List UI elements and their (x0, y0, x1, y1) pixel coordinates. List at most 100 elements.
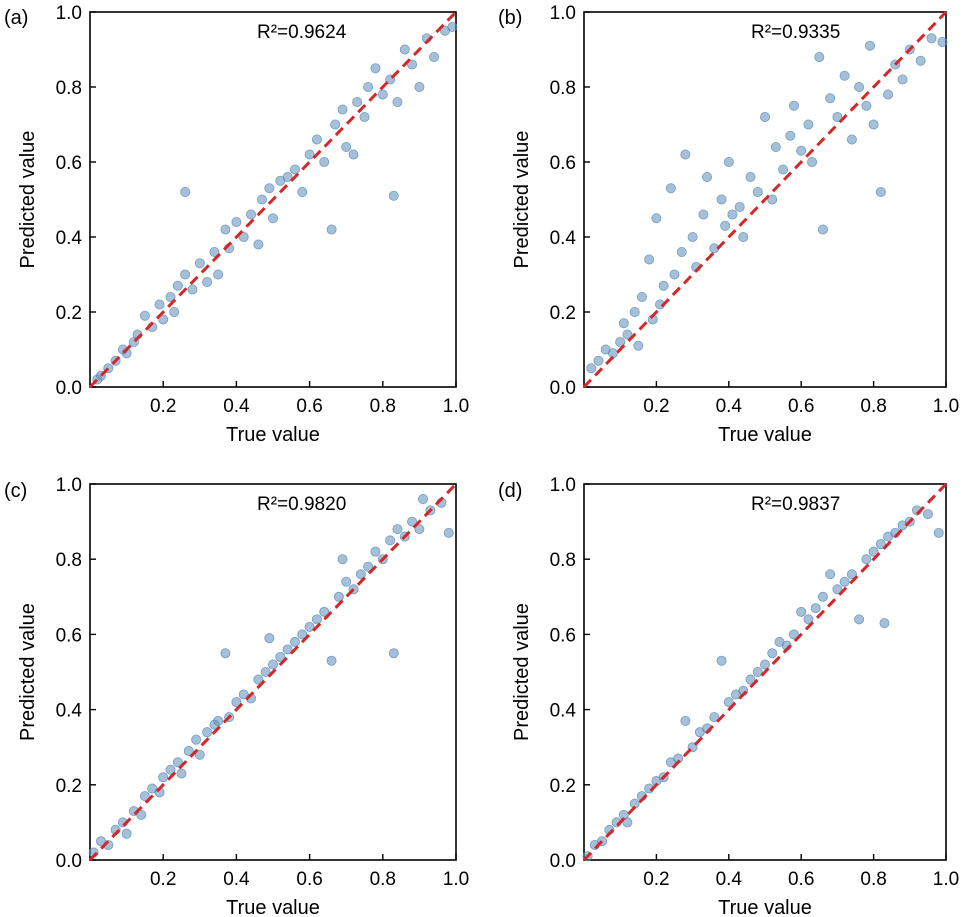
data-point (803, 119, 814, 130)
x-tick-label: 0.4 (716, 396, 743, 417)
data-point (933, 527, 944, 538)
data-point (752, 667, 763, 678)
data-point (363, 561, 374, 572)
data-point (341, 576, 352, 587)
x-tick-label: 1.0 (933, 869, 959, 890)
data-point (716, 655, 727, 666)
data-point (289, 164, 300, 175)
scatter-panel: 0.2 0.4 0.6 0.8 1.0 0.0 0.2 0.4 0.6 0.8 1.0 R²=0.98… (498, 475, 959, 917)
data-point (745, 674, 756, 685)
data-point (363, 82, 374, 93)
data-point (388, 648, 399, 659)
x-tick-label: 1.0 (443, 869, 469, 890)
data-point (443, 527, 454, 538)
data-point (253, 239, 264, 250)
data-point (169, 306, 180, 317)
r2-label: R²=0.9624 (257, 22, 347, 43)
data-point (231, 216, 242, 227)
data-point (915, 55, 926, 66)
data-point (429, 52, 440, 63)
data-point (194, 749, 205, 760)
plot-frame (583, 11, 947, 388)
panel-label: (c) (4, 480, 27, 502)
data-point (868, 546, 879, 557)
reference-line (582, 10, 948, 389)
data-point (220, 224, 231, 235)
x-tick-label: 0.2 (150, 869, 176, 890)
data-point (407, 516, 418, 527)
data-point (788, 100, 799, 111)
data-point (418, 494, 429, 505)
data-point (282, 171, 293, 182)
y-axis-label: Predicted value (17, 603, 39, 741)
data-point (767, 648, 778, 659)
data-point (348, 149, 359, 160)
x-axis-label: True value (718, 424, 812, 446)
data-point (814, 52, 825, 63)
data-point (817, 591, 828, 602)
y-tick-label: 0.2 (550, 303, 576, 324)
scatter-panel: 0.2 0.4 0.6 0.8 1.0 0.0 0.2 0.4 0.6 0.8 1.0 R²=0.93… (498, 3, 959, 446)
data-point (333, 591, 344, 602)
data-point (370, 546, 381, 557)
reference-line (582, 482, 948, 862)
data-point (702, 171, 713, 182)
data-point (326, 655, 337, 666)
data-point (407, 59, 418, 70)
y-tick-label: 1.0 (56, 475, 82, 496)
data-point (392, 97, 403, 108)
x-tick-label: 0.8 (370, 396, 396, 417)
data-point (622, 329, 633, 340)
y-tick-label: 0.8 (550, 550, 576, 571)
data-point (861, 554, 872, 565)
y-axis-label: Predicted value (17, 131, 39, 269)
data-point (644, 254, 655, 265)
data-point (629, 306, 640, 317)
data-point (807, 156, 818, 167)
data-point (825, 93, 836, 104)
y-tick-label: 0.2 (56, 303, 82, 324)
data-point (359, 112, 370, 123)
x-tick-label: 0.4 (223, 396, 250, 417)
data-point (760, 112, 771, 123)
y-tick-label: 0.4 (550, 228, 577, 249)
data-point (213, 269, 224, 280)
data-point (297, 186, 308, 197)
data-point (176, 768, 187, 779)
data-point (158, 772, 169, 783)
x-axis-label: True value (718, 897, 812, 917)
data-point (191, 734, 202, 745)
data-point (319, 156, 330, 167)
data-point (202, 727, 213, 738)
data-point (194, 258, 205, 269)
data-point (399, 44, 410, 55)
y-tick-label: 0.4 (56, 701, 83, 722)
y-tick-label: 0.8 (56, 78, 82, 99)
data-point (633, 340, 644, 351)
y-tick-label: 1.0 (550, 3, 576, 24)
data-point (864, 40, 875, 51)
data-point (846, 134, 857, 145)
data-point (165, 764, 176, 775)
y-tick-label: 0.0 (56, 851, 82, 872)
y-tick-label: 0.6 (56, 625, 82, 646)
data-point (723, 697, 734, 708)
data-point (154, 299, 165, 310)
data-point (282, 644, 293, 655)
plot-frame (89, 483, 457, 861)
plot-frame (89, 11, 457, 388)
data-point (846, 569, 857, 580)
panel-label: (a) (4, 7, 28, 29)
data-point (311, 614, 322, 625)
data-point (231, 697, 242, 708)
panel-label: (b) (498, 7, 522, 29)
x-tick-label: 0.6 (296, 869, 322, 890)
data-point (289, 636, 300, 647)
y-tick-label: 0.6 (550, 625, 576, 646)
data-point (839, 576, 850, 587)
data-point (665, 183, 676, 194)
data-point (716, 194, 727, 205)
y-tick-label: 1.0 (56, 3, 82, 24)
x-tick-label: 0.4 (716, 869, 743, 890)
